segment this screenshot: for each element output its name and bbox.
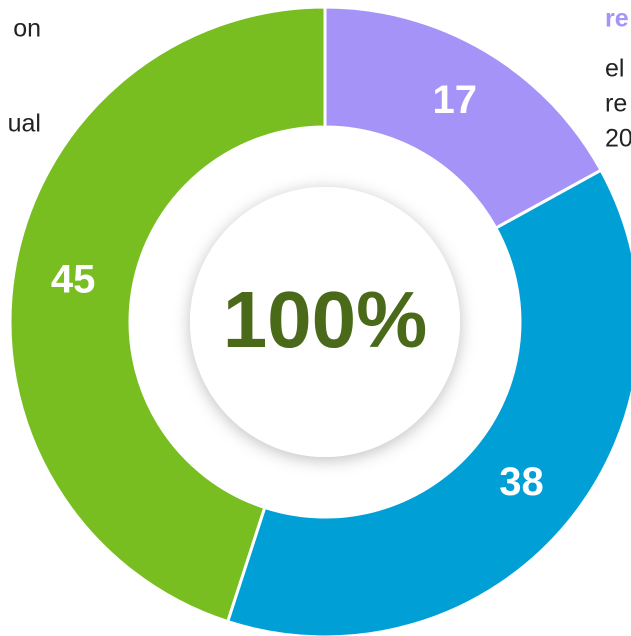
donut-segment	[225, 168, 631, 636]
donut-segment	[323, 5, 604, 231]
annotation: re	[605, 90, 627, 118]
annotation: el	[605, 55, 624, 83]
data-label: 17	[433, 78, 478, 122]
center-label: 100%	[223, 275, 428, 364]
data-label: 45	[51, 258, 96, 302]
donut	[8, 5, 631, 636]
center-disc	[190, 187, 460, 457]
donut-segment	[8, 5, 327, 624]
annotation: ual	[8, 110, 41, 138]
annotation: 20	[605, 125, 631, 153]
data-label: 38	[499, 460, 544, 504]
annotation: on	[13, 15, 41, 43]
annotation: re	[605, 5, 629, 33]
